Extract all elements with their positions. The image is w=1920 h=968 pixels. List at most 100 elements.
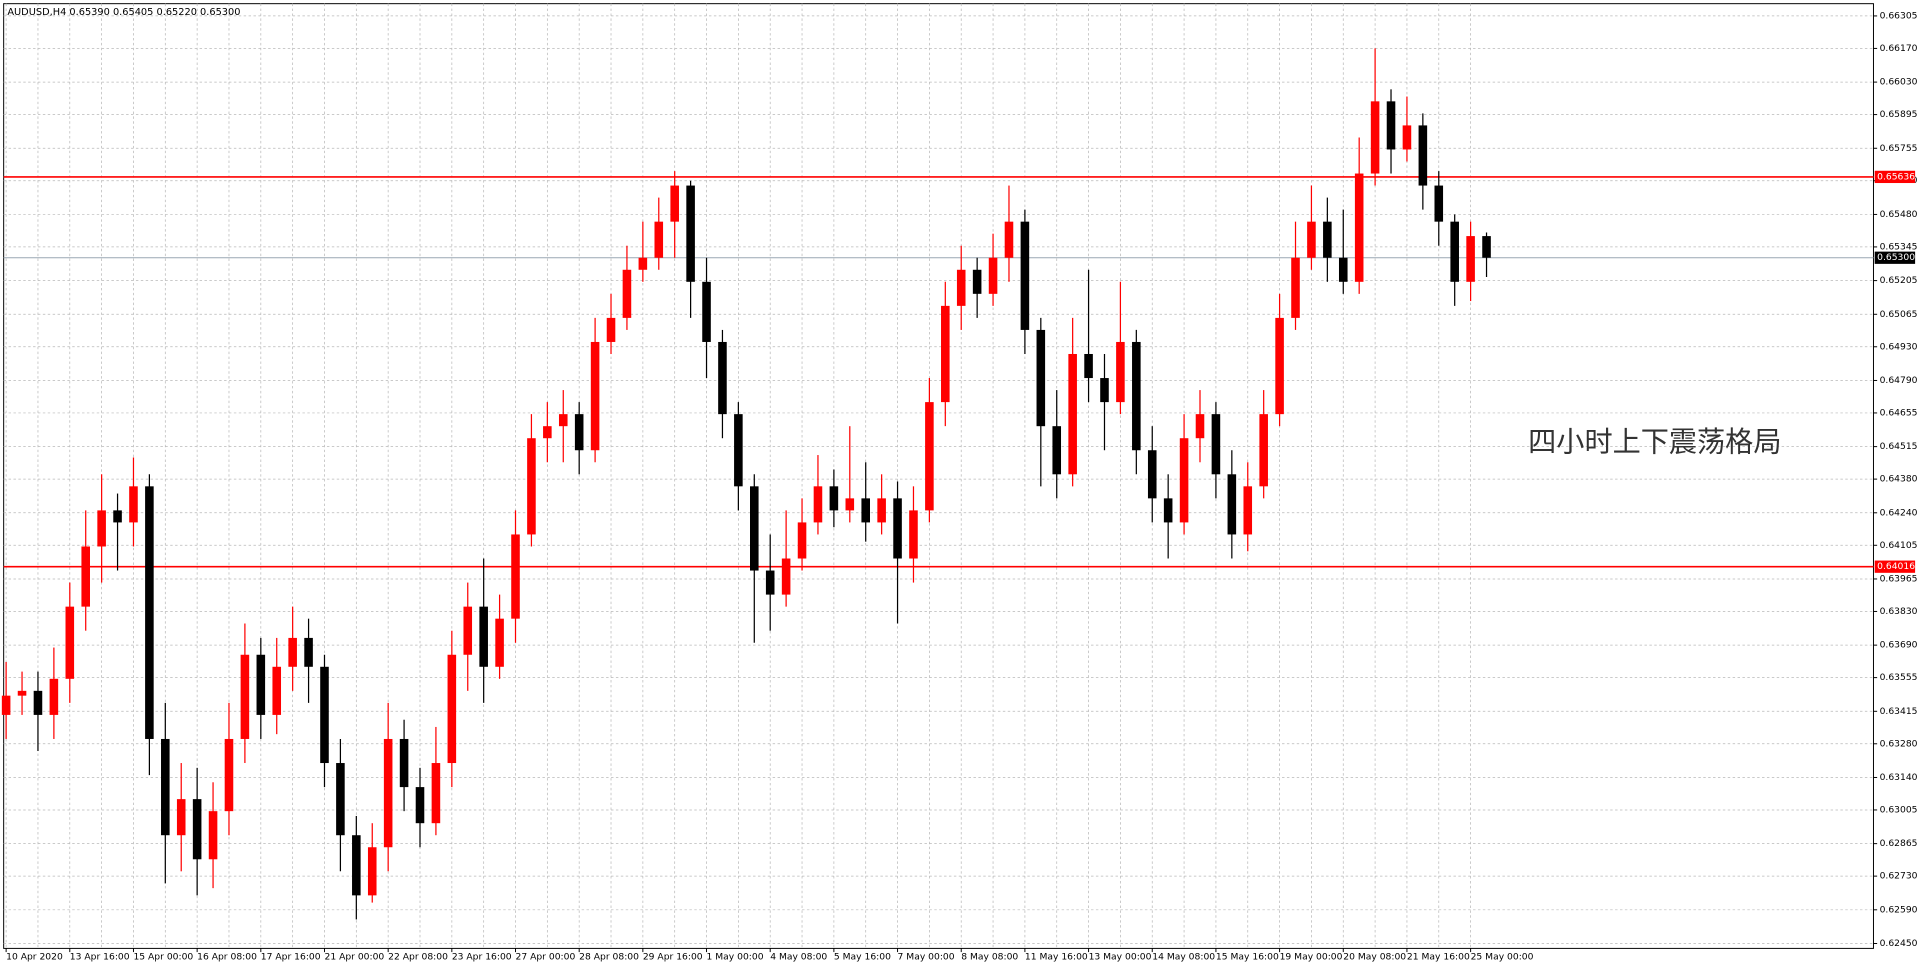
candle-body [638,257,648,270]
x-tick-label: 5 May 16:00 [834,951,891,962]
candle-body [956,269,966,306]
candle-body [447,654,457,764]
candles [1,48,1491,920]
x-tick-label: 19 May 00:00 [1280,951,1343,962]
y-tick-label: 0.65205 [1880,275,1918,286]
candle-body [367,847,377,896]
candle-body [861,498,870,523]
x-tick-label: 10 Apr 2020 [6,951,63,962]
candle-body [1179,438,1189,523]
x-tick-label: 4 May 08:00 [770,951,827,962]
candle-body [495,618,504,667]
grid [3,3,1874,949]
candle-body [670,185,679,222]
x-tick-label: 25 May 00:00 [1471,951,1534,962]
candle-body [1020,221,1030,330]
candle-body [781,558,791,595]
candle-body [256,654,266,715]
candle-body [463,606,473,655]
candle-body [988,257,998,294]
candle-body [129,486,138,523]
candle-body [1307,221,1316,258]
candle-body [829,486,839,511]
candle-body [161,738,170,836]
candle-body [1275,317,1284,415]
candle-body [1116,341,1125,403]
candle-body [1227,474,1237,535]
y-tick-label: 0.64515 [1880,441,1918,452]
price-label-box [1874,560,1916,573]
candle-body [1338,257,1348,282]
candle-body [1243,486,1253,535]
y-tick-label: 0.62730 [1880,871,1918,882]
candle-body [877,498,886,523]
candle-body [1132,341,1141,451]
candle-body [702,281,711,342]
y-tick-label: 0.63415 [1880,706,1918,717]
candle-body [590,341,600,451]
candle-body [606,317,616,342]
candle-body [176,799,186,836]
candle-body [336,763,345,836]
y-tick-label: 0.62590 [1880,904,1918,915]
candle-body [1402,125,1412,150]
candle-body [750,486,759,571]
y-tick-label: 0.63690 [1880,640,1918,651]
y-tick-label: 0.64790 [1880,375,1918,386]
price-label-box [1874,170,1916,184]
x-tick-label: 13 Apr 16:00 [70,951,130,962]
candle-body [972,269,982,294]
candle-body [49,678,59,715]
candle-body [192,799,202,860]
x-tick-label: 7 May 00:00 [898,951,955,962]
candle-body [272,666,282,715]
x-tick-label: 21 Apr 00:00 [324,951,384,962]
y-tick-label: 0.63140 [1880,772,1918,783]
candle-body [288,637,297,667]
candle-body [543,426,552,439]
x-tick-label: 16 Apr 08:00 [197,951,257,962]
candle-body [304,637,313,667]
candle-body [383,738,393,848]
candle-body [1259,414,1268,487]
candle-body [1211,414,1221,475]
y-tick-label: 0.63555 [1880,672,1918,683]
x-tick-label: 20 May 08:00 [1343,951,1406,962]
candle-body [925,402,934,511]
y-tick-label: 0.66170 [1880,43,1918,54]
y-tick-label: 0.65345 [1880,241,1918,252]
candle-body [1323,221,1332,258]
x-tick-label: 11 May 16:00 [1025,951,1088,962]
levels [3,176,1874,568]
candle-body [1195,414,1205,439]
candle-body [320,666,329,764]
candle-body [813,486,823,523]
x-tick-label: 15 Apr 00:00 [133,951,193,962]
candle-body [479,606,488,667]
candle-body [941,305,950,403]
candle-body [574,414,584,451]
price-label: 0.65636 [1877,171,1915,182]
x-tick-label: 17 Apr 16:00 [261,951,321,962]
candle-body [1163,498,1173,523]
symbol-header: AUDUSD,H4 0.65390 0.65405 0.65220 0.6530… [7,7,240,18]
x-tick-label: 22 Apr 08:00 [388,951,448,962]
candle-body [415,787,425,824]
price-label: 0.64016 [1877,561,1915,572]
candle-body [1386,101,1396,150]
annotation: 四小时上下震荡格局 [1528,426,1781,459]
candle-body [97,510,106,547]
y-tick-label: 0.62450 [1880,938,1918,949]
candle-body [1450,221,1459,282]
candle-body [65,606,75,679]
y-tick-label: 0.65065 [1880,309,1918,320]
candle-body [511,534,520,619]
candle-body [558,414,568,427]
candle-body [1147,450,1157,499]
x-tick-label: 28 Apr 08:00 [579,951,639,962]
candle-body [845,498,855,511]
candle-body [1004,221,1014,258]
candle-body [1,695,11,715]
y-tick-label: 0.62865 [1880,838,1918,849]
